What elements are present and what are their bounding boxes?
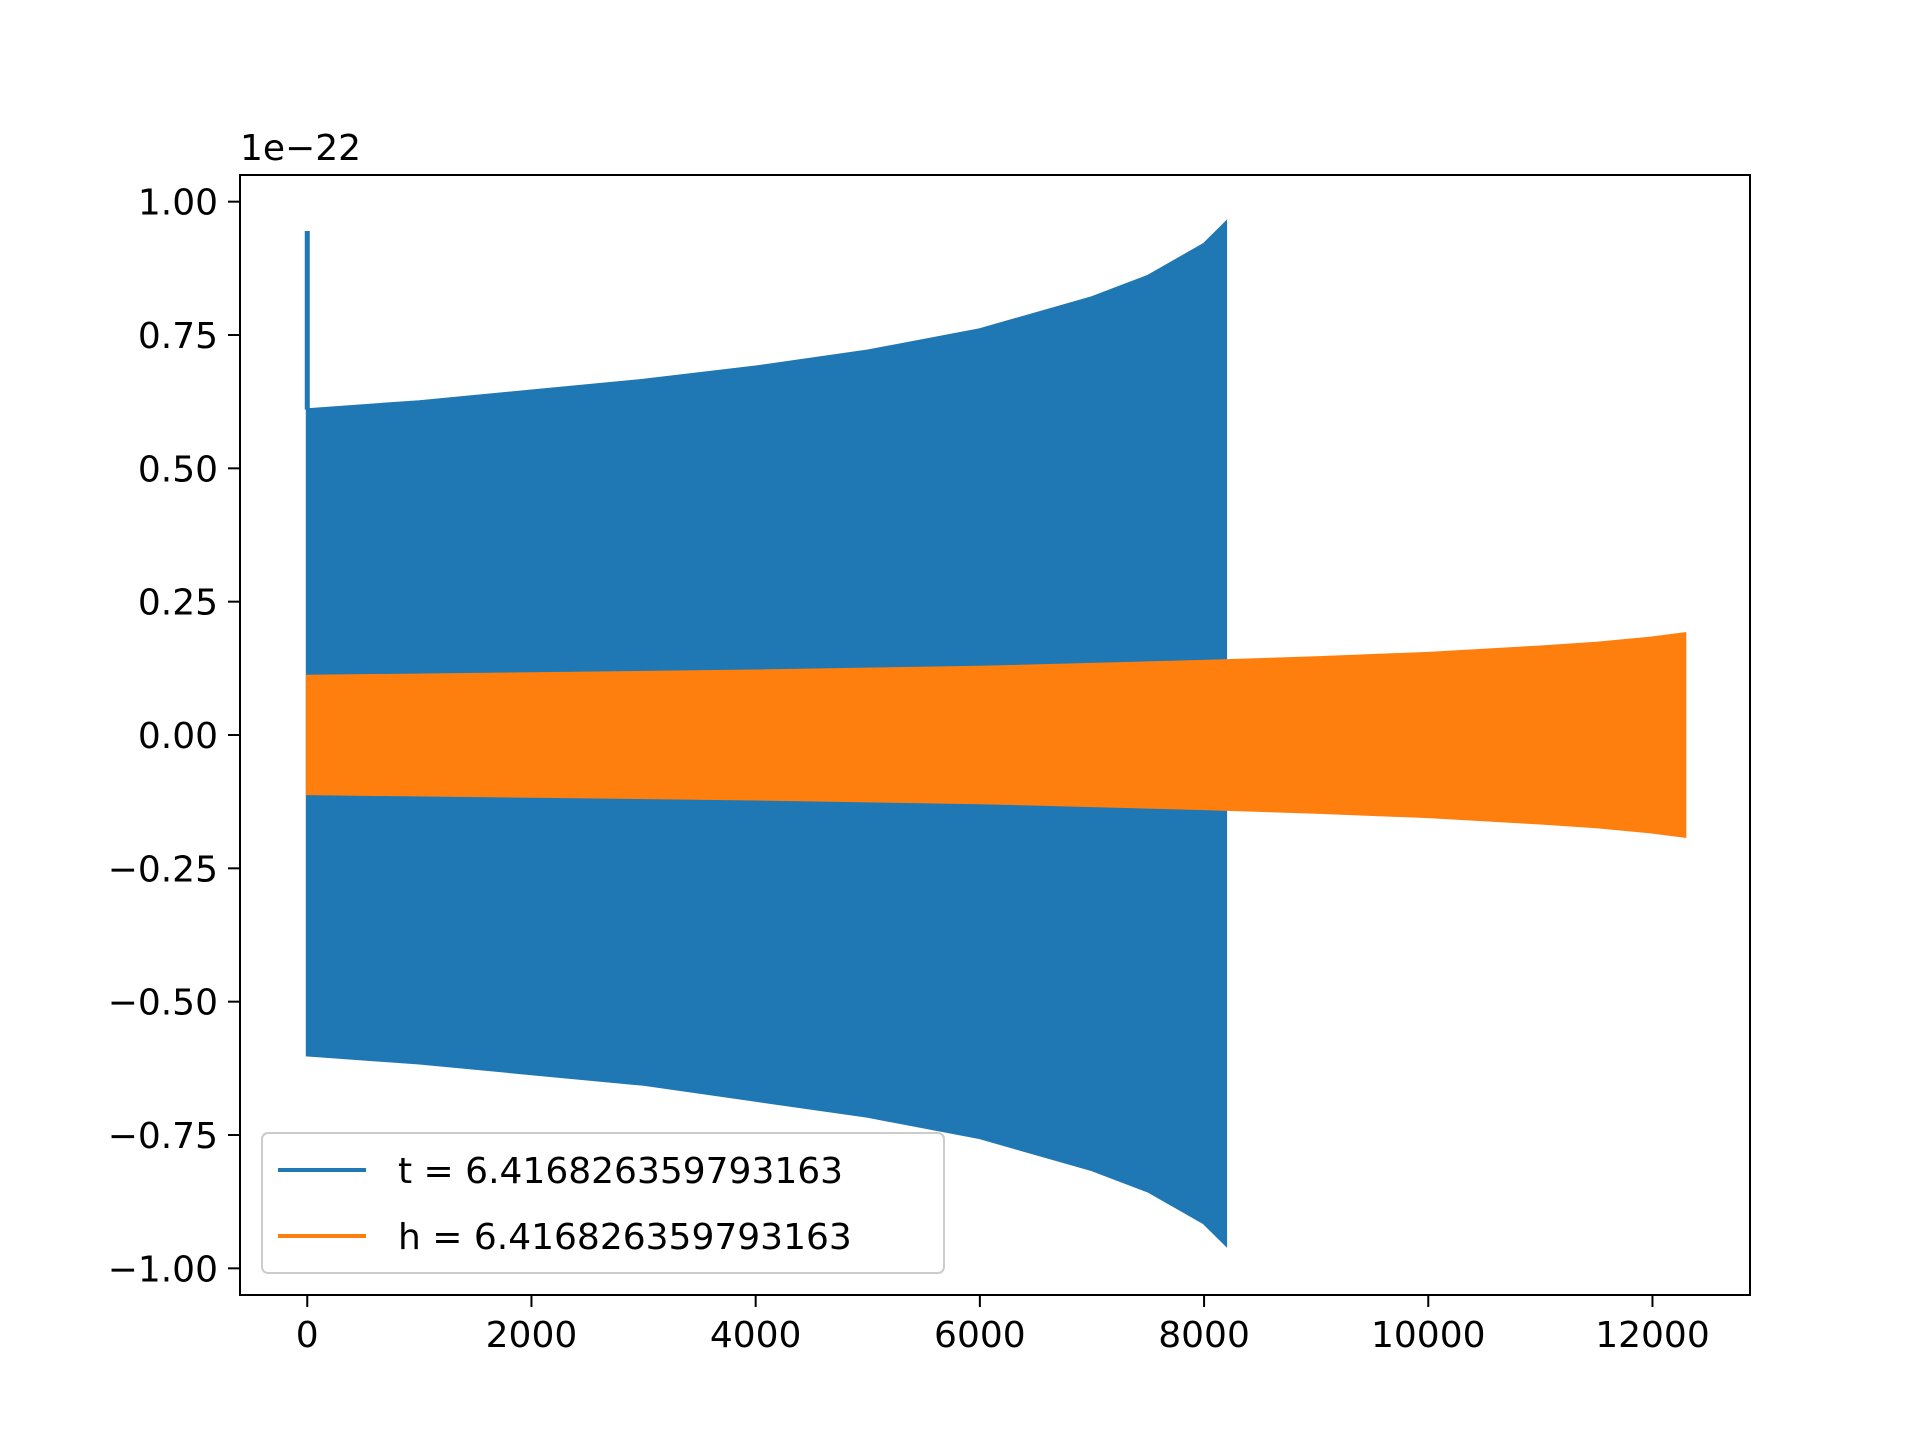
- legend-label-t: t = 6.416826359793163: [398, 1151, 843, 1192]
- series-1-oscillation-band: [305, 631, 1687, 839]
- x-tick-label: 4000: [710, 1315, 802, 1356]
- y-tick-label: −0.25: [108, 849, 218, 890]
- y-tick-label: −0.50: [108, 983, 218, 1024]
- x-tick-label: 10000: [1371, 1315, 1486, 1356]
- x-tick-label: 12000: [1595, 1315, 1710, 1356]
- y-tick-label: 0.50: [138, 449, 218, 490]
- y-tick-label: 1.00: [138, 183, 218, 224]
- x-tick-label: 0: [296, 1315, 319, 1356]
- series-layer: [304, 219, 1687, 1248]
- series-1: [305, 631, 1687, 839]
- legend: t = 6.416826359793163 h = 6.416826359793…: [261, 1132, 945, 1274]
- y-axis-ticks: 1.00 0.75 0.50 0.25 0.00 −0.25 −0.50 −0.75 −1.00: [108, 183, 240, 1290]
- y-axis-offset-label: 1e−22: [240, 128, 361, 169]
- x-tick-label: 2000: [486, 1315, 578, 1356]
- x-tick-label: 8000: [1158, 1315, 1250, 1356]
- x-axis-ticks: 0 2000 4000 6000 8000 10000 12000: [296, 1295, 1710, 1356]
- x-tick-label: 6000: [934, 1315, 1026, 1356]
- y-tick-label: 0.00: [138, 716, 218, 757]
- legend-label-h: h = 6.416826359793163: [398, 1217, 852, 1258]
- legend-frame: [261, 1132, 945, 1274]
- y-tick-label: 0.25: [138, 583, 218, 624]
- y-tick-label: −0.75: [108, 1116, 218, 1157]
- y-tick-label: −1.00: [108, 1249, 218, 1290]
- y-tick-label: 0.75: [138, 316, 218, 357]
